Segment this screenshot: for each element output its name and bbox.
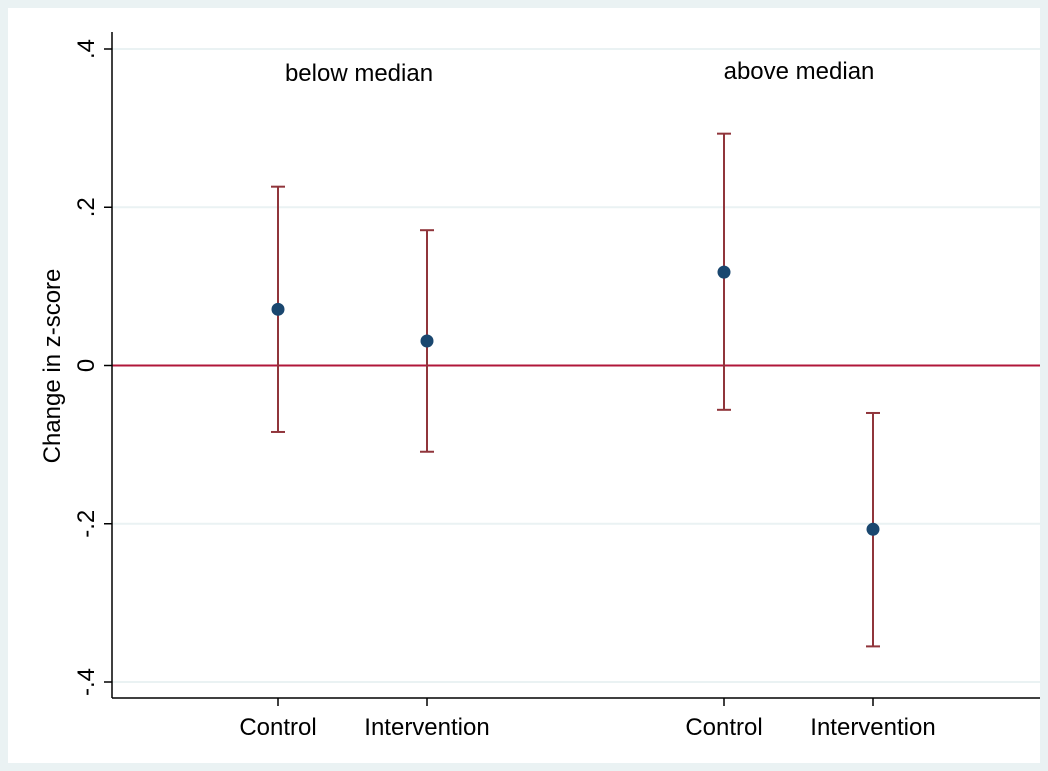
x-tick-label: Intervention [810, 714, 935, 741]
point-estimate [866, 522, 880, 536]
point-estimate [271, 302, 285, 316]
group-label: above median [724, 58, 875, 85]
point-estimate [420, 334, 434, 348]
plot-area [8, 8, 1040, 763]
y-tick-label: .4 [73, 39, 100, 59]
group-label: below median [285, 60, 433, 87]
axes: -.4 -.2 0 .2 .4 below median above median Contr… [73, 32, 1040, 741]
point-estimate [717, 265, 731, 279]
y-tick-label: -.2 [73, 510, 100, 538]
x-tick-label: Control [239, 714, 316, 741]
y-tick-label: -.4 [73, 668, 100, 696]
y-axis-label: Change in z-score [39, 269, 66, 464]
x-tick-label: Control [685, 714, 762, 741]
chart-marks [271, 132, 880, 648]
y-tick-label: .2 [73, 197, 100, 217]
x-tick-label: Intervention [364, 714, 489, 741]
y-tick-label: 0 [73, 359, 100, 372]
grid-lines [112, 48, 1040, 683]
